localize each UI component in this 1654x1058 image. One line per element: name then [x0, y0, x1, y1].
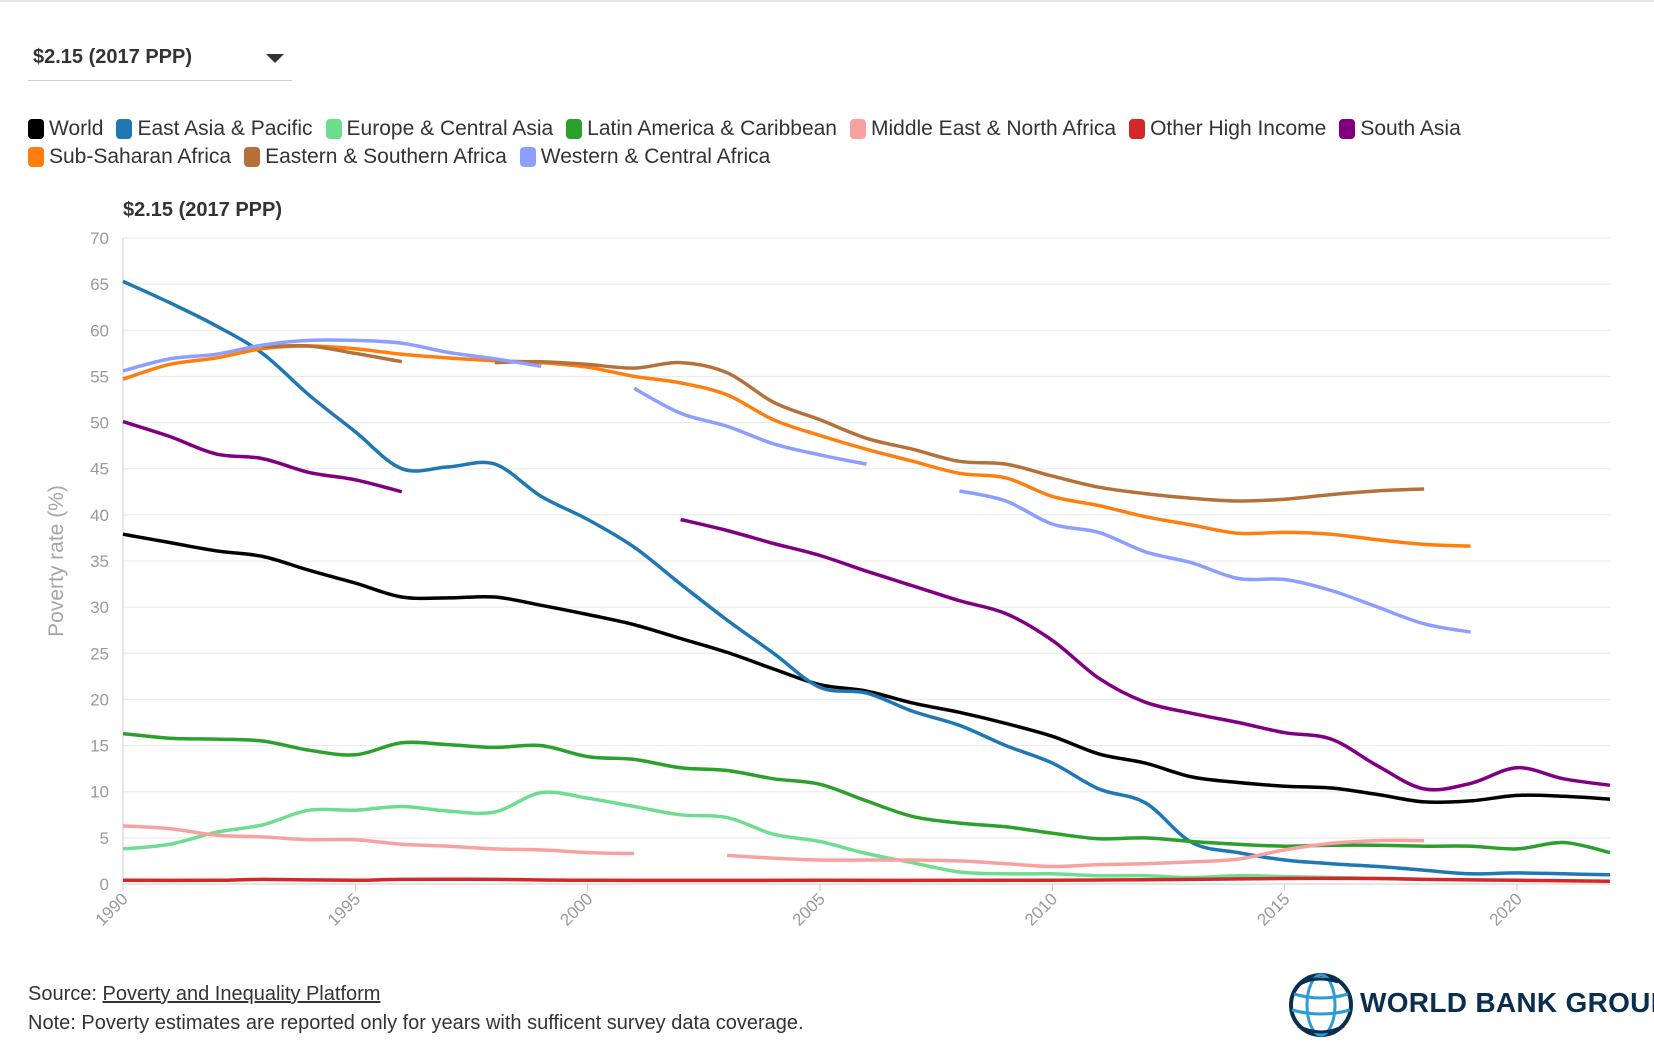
series-line-east-asia-pacific: [122, 279, 1611, 877]
poverty-line-chart: $2.15 (2017 PPP) 0 5 10 15 20 25 30 35 40 45 50 55 60…: [45, 199, 1611, 930]
legend-item-other-high-income[interactable]: Other High Income: [1129, 115, 1326, 143]
y-tick-label: 15: [90, 737, 109, 756]
x-tick-label: 2015: [1253, 889, 1293, 929]
series-line-western-central-africa: [122, 338, 542, 373]
chart-footer: Source: Poverty and Inequality Platform …: [28, 980, 804, 1038]
legend-label: Middle East & North Africa: [870, 117, 1117, 140]
legend-row-1: World East Asia & Pacific Europe & Centr…: [28, 115, 1588, 143]
legend-swatch: [849, 119, 866, 139]
legend-swatch: [244, 147, 261, 167]
legend-item-south-asia[interactable]: South Asia: [1339, 115, 1461, 143]
chart-title: $2.15 (2017 PPP): [123, 199, 282, 221]
x-tick-label: 1990: [92, 889, 132, 929]
y-tick-label: 70: [90, 229, 109, 248]
legend-item-europe-central-asia[interactable]: Europe & Central Asia: [325, 115, 554, 143]
source-line: Source: Poverty and Inequality Platform: [28, 980, 804, 1009]
series-line-south-asia: [680, 517, 1611, 792]
series-line-middle-east-north-africa: [726, 838, 1425, 869]
legend-swatch: [519, 147, 536, 167]
legend-label: Sub-Saharan Africa: [49, 145, 232, 168]
globe-icon: [1289, 973, 1353, 1037]
legend-item-middle-east-north-africa[interactable]: Middle East & North Africa: [849, 115, 1117, 143]
world-bank-group-logo: WORLD BANK GROUP: [1286, 970, 1654, 1040]
legend-label: Eastern & Southern Africa: [265, 145, 507, 168]
legend-item-latin-america-caribbean[interactable]: Latin America & Caribbean: [566, 115, 837, 143]
y-tick-label: 35: [90, 552, 109, 571]
series-line-europe-central-asia: [122, 790, 1425, 882]
series-line-sub-saharan-africa: [122, 344, 1471, 548]
y-tick-label: 0: [100, 875, 109, 894]
legend-item-sub-saharan-africa[interactable]: Sub-Saharan Africa: [28, 143, 231, 171]
x-tick-label: 2020: [1486, 889, 1526, 929]
legend-label: World: [49, 117, 104, 140]
y-tick-label: 40: [90, 506, 109, 525]
series-line-world: [122, 532, 1611, 805]
legend-swatch: [28, 119, 44, 139]
logo-text: WORLD BANK GROUP: [1360, 987, 1654, 1018]
legend-swatch: [325, 119, 342, 139]
legend-swatch: [566, 119, 583, 139]
y-tick-label: 30: [90, 598, 109, 617]
x-tick-label: 1995: [324, 889, 364, 929]
series-line-south-asia: [122, 419, 403, 494]
y-tick-label: 45: [90, 460, 109, 479]
series-line-latin-america-caribbean: [122, 731, 1611, 855]
series-line-middle-east-north-africa: [122, 824, 635, 856]
dropdown-selected-value: $2.15 (2017 PPP): [33, 46, 192, 68]
y-tick-label: 10: [90, 783, 109, 802]
y-tick-label: 65: [90, 275, 109, 294]
x-tick-label: 2000: [556, 889, 596, 929]
legend-item-western-central-africa[interactable]: Western & Central Africa: [519, 143, 771, 171]
chart-legend: World East Asia & Pacific Europe & Centr…: [28, 115, 1588, 171]
y-tick-label: 20: [90, 690, 109, 709]
x-tick-label: 2005: [789, 889, 829, 929]
y-axis-title: Poverty rate (%): [45, 485, 68, 637]
y-tick-label: 55: [90, 367, 109, 386]
source-prefix: Source:: [28, 983, 103, 1005]
legend-label: Other High Income: [1150, 117, 1327, 140]
legend-swatch: [1339, 119, 1356, 139]
legend-label: Latin America & Caribbean: [587, 117, 837, 140]
y-tick-label: 60: [90, 321, 109, 340]
legend-swatch: [28, 147, 44, 167]
legend-swatch: [116, 119, 133, 139]
legend-label: Europe & Central Asia: [346, 117, 554, 140]
legend-item-world[interactable]: World: [28, 115, 103, 143]
legend-label: South Asia: [1360, 117, 1461, 140]
legend-swatch: [1129, 119, 1146, 139]
y-tick-label: 50: [90, 414, 109, 433]
legend-label: Western & Central Africa: [540, 145, 771, 168]
y-tick-label: 25: [90, 644, 109, 663]
legend-row-2: Sub-Saharan Africa Eastern & Southern Af…: [28, 143, 1588, 171]
series-line-other-high-income: [122, 876, 1611, 883]
ppp-line-dropdown[interactable]: $2.15 (2017 PPP): [28, 38, 292, 81]
y-tick-label: 5: [100, 829, 109, 848]
note-line: Note: Poverty estimates are reported onl…: [28, 1012, 804, 1034]
top-divider: [0, 0, 1654, 2]
legend-item-eastern-southern-africa[interactable]: Eastern & Southern Africa: [244, 143, 507, 171]
series-line-western-central-africa: [633, 386, 867, 466]
series-line-eastern-southern-africa: [494, 359, 1425, 503]
legend-item-east-asia-pacific[interactable]: East Asia & Pacific: [116, 115, 313, 143]
series-line-eastern-southern-africa: [262, 343, 403, 364]
source-link[interactable]: Poverty and Inequality Platform: [102, 983, 381, 1005]
caret-down-icon[interactable]: [266, 54, 284, 63]
x-tick-label: 2010: [1021, 889, 1061, 929]
legend-label: East Asia & Pacific: [137, 117, 313, 140]
series-line-western-central-africa: [959, 489, 1471, 634]
